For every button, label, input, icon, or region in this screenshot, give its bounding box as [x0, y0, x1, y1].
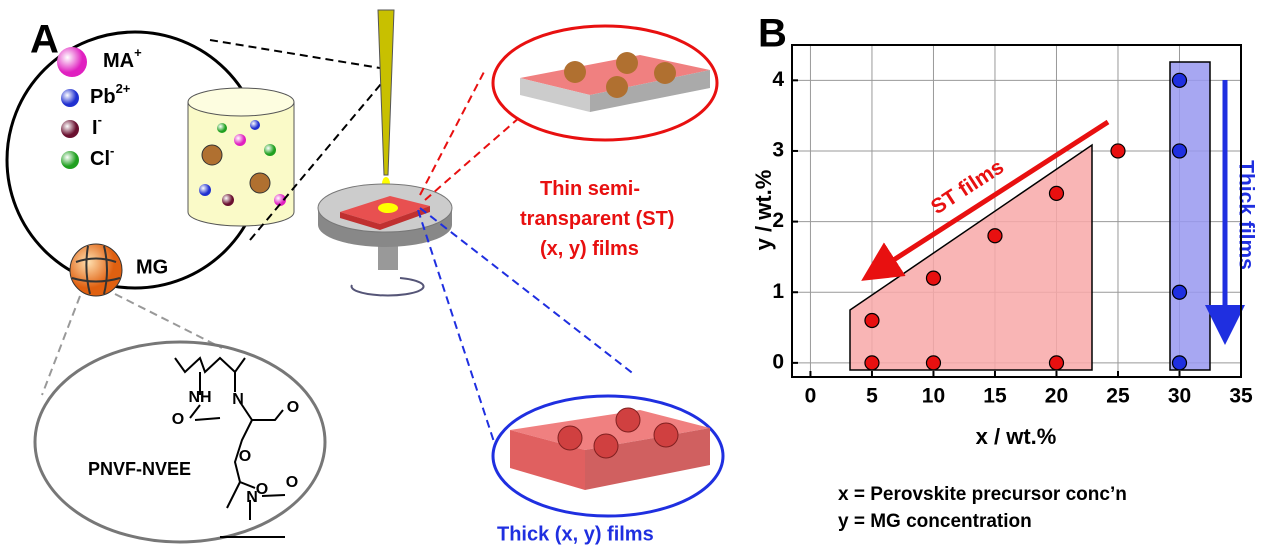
- figure: A MA+ Pb2+ I- Cl- MG NH O N O O O N O PN…: [0, 0, 1270, 549]
- point: [926, 356, 940, 370]
- thick-region: [1170, 62, 1210, 370]
- x-axis-label: x / wt.%: [976, 424, 1057, 449]
- point: [1049, 356, 1063, 370]
- x-tick-label: 5: [866, 385, 878, 408]
- x-tick-label: 20: [1045, 385, 1068, 408]
- mg-ball: [70, 244, 122, 296]
- panel-label: B: [758, 12, 787, 56]
- point: [865, 313, 879, 327]
- point: [1111, 144, 1125, 158]
- atom-label: O: [287, 399, 299, 416]
- x-tick-label: 15: [983, 385, 1007, 408]
- atom-label: N: [246, 489, 258, 506]
- y-tick-label: 0: [772, 350, 784, 373]
- mg-label: MG: [136, 256, 168, 278]
- ion-label: I-: [92, 112, 102, 139]
- point: [1172, 285, 1186, 299]
- ion-label: Cl-: [90, 143, 114, 170]
- ion-label: Pb2+: [90, 81, 131, 108]
- atom-label: O: [239, 448, 251, 465]
- point: [1049, 186, 1063, 200]
- atom-label: NH: [188, 389, 211, 406]
- structure-circle: [35, 342, 325, 542]
- thin-caption: Thin semi-transparent (ST)(x, y) films: [520, 178, 674, 260]
- y-tick-label: 4: [772, 68, 784, 91]
- point: [1172, 356, 1186, 370]
- atom-label: N: [232, 391, 244, 408]
- x-tick-label: 30: [1168, 385, 1191, 408]
- polymer-label: PNVF-NVEE: [88, 459, 191, 479]
- thick-caption: Thick (x, y) films: [497, 523, 654, 545]
- y-tick-label: 3: [772, 139, 784, 162]
- y-tick-label: 2: [772, 209, 784, 232]
- y-tick-label: 1: [772, 280, 784, 303]
- atom-label: O: [286, 474, 298, 491]
- ion-label: MA+: [103, 45, 142, 72]
- x-tick-label: 0: [805, 385, 817, 408]
- point: [926, 271, 940, 285]
- panel-b: B ST films Thick films y / wt.% x / wt.%…: [751, 12, 1258, 532]
- atom-label: O: [172, 411, 184, 428]
- panel-label: A: [30, 18, 59, 62]
- point: [1172, 73, 1186, 87]
- x-tick-label: 10: [922, 385, 945, 408]
- x-tick-label: 35: [1229, 385, 1253, 408]
- point: [988, 229, 1002, 243]
- panel-a: A MA+ Pb2+ I- Cl- MG NH O N O O O N O PN…: [7, 10, 723, 545]
- ion: [57, 47, 87, 77]
- note: y = MG concentration: [838, 511, 1032, 532]
- x-tick-label: 25: [1106, 385, 1130, 408]
- ion: [61, 120, 79, 138]
- page: A MA+ Pb2+ I- Cl- MG NH O N O O O N O PN…: [0, 0, 1270, 549]
- point: [865, 356, 879, 370]
- series-label: Thick films: [1234, 160, 1257, 270]
- ion: [61, 151, 79, 169]
- ion: [61, 89, 79, 107]
- note: x = Perovskite precursor conc’n: [838, 484, 1127, 505]
- point: [1172, 144, 1186, 158]
